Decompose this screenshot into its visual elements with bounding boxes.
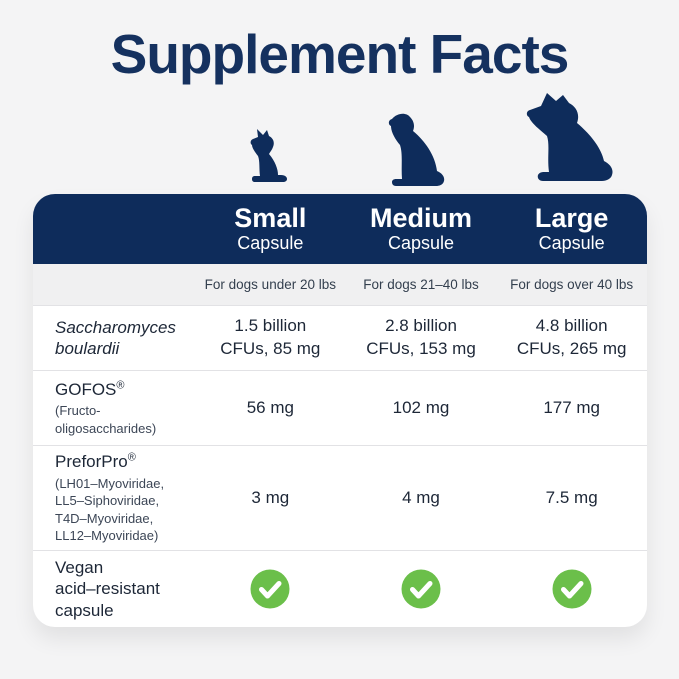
column-size-label: Small xyxy=(234,202,307,233)
registered-mark: ® xyxy=(116,379,125,392)
value-cell: 4.8 billion CFUs, 265 mg xyxy=(516,316,627,358)
column-size-label: Large xyxy=(534,202,609,233)
value-cell xyxy=(496,569,647,609)
column-header-large: Large Capsule xyxy=(496,202,647,255)
page-title: Supplement Facts xyxy=(110,23,570,85)
ingredient-name: PreforPro xyxy=(55,452,128,472)
dog-size-icons xyxy=(33,89,647,190)
value-cell: 3 mg xyxy=(251,487,290,507)
column-type-label: Capsule xyxy=(387,232,455,253)
supplement-facts-table: Small Capsule Medium Capsule Large Capsu… xyxy=(33,194,647,627)
weight-note-medium: For dogs 21–40 lbs xyxy=(363,276,479,292)
value-cell: 1.5 billion CFUs, 85 mg xyxy=(220,316,321,358)
column-header-small: Small Capsule xyxy=(195,202,346,255)
row-vegan-capsule: Vegan acid–resistant capsule xyxy=(33,550,647,627)
ingredient-name: Vegan acid–resistant capsule xyxy=(55,558,160,620)
weight-note-large: For dogs over 40 lbs xyxy=(510,276,634,292)
row-saccharomyces: Saccharomyces boulardii 1.5 billion CFUs… xyxy=(33,305,647,370)
check-circle-icon xyxy=(552,569,592,609)
column-header-medium: Medium Capsule xyxy=(346,202,497,255)
value-cell: 56 mg xyxy=(246,397,294,417)
large-dog-icon xyxy=(526,93,613,181)
column-type-label: Capsule xyxy=(538,232,605,253)
value-cell: 102 mg xyxy=(392,397,450,417)
value-cell: 7.5 mg xyxy=(545,487,598,507)
registered-mark: ® xyxy=(127,451,136,464)
check-circle-icon xyxy=(401,569,441,609)
value-cell: 177 mg xyxy=(543,397,601,417)
weight-note-row: For dogs under 20 lbs For dogs 21–40 lbs… xyxy=(33,264,647,305)
value-cell xyxy=(195,569,346,609)
ingredient-detail: (Fructo- oligosaccharides) xyxy=(55,403,157,436)
check-circle-icon xyxy=(250,569,290,609)
medium-dog-icon xyxy=(388,113,445,186)
column-size-label: Medium xyxy=(369,202,472,233)
row-gofos: GOFOS® (Fructo- oligosaccharides) 56 mg … xyxy=(33,370,647,445)
ingredient-name: GOFOS xyxy=(55,379,117,399)
weight-note-small: For dogs under 20 lbs xyxy=(204,276,336,292)
table-header-band: Small Capsule Medium Capsule Large Capsu… xyxy=(33,194,647,264)
column-type-label: Capsule xyxy=(237,232,304,253)
row-preforpro: PreforPro® (LH01–Myoviridae, LL5–Siphovi… xyxy=(33,445,647,550)
value-cell: 2.8 billion CFUs, 153 mg xyxy=(366,316,476,358)
small-dog-icon xyxy=(250,129,288,182)
value-cell: 4 mg xyxy=(402,487,440,507)
value-cell xyxy=(346,569,497,609)
ingredient-name: Saccharomyces boulardii xyxy=(55,317,176,358)
ingredient-detail: (LH01–Myoviridae, LL5–Siphoviridae, T4D–… xyxy=(55,475,165,544)
